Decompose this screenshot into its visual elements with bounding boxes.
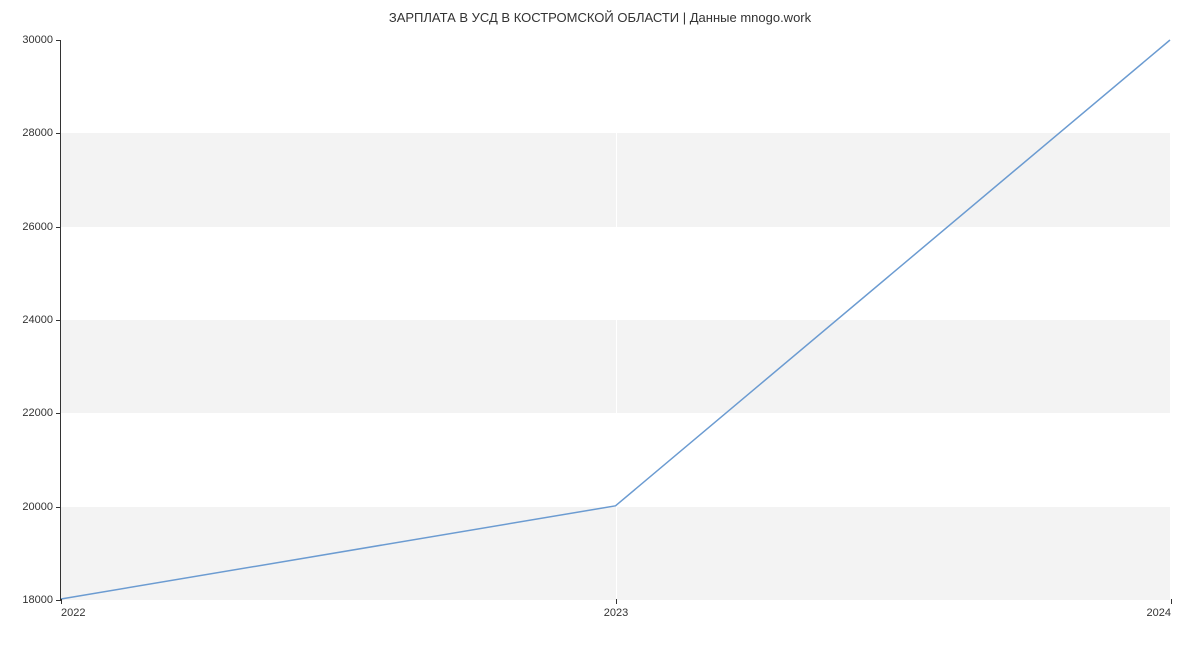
y-tick-label: 18000: [22, 594, 53, 606]
y-tick-mark: [56, 227, 61, 228]
x-tick-mark: [61, 599, 62, 604]
y-tick-mark: [56, 133, 61, 134]
y-tick-label: 24000: [22, 314, 53, 326]
gridline-vertical: [1171, 40, 1172, 599]
plot-area: 1800020000220002400026000280003000020222…: [60, 40, 1170, 600]
y-tick-label: 30000: [22, 34, 53, 46]
x-tick-mark: [616, 599, 617, 604]
y-tick-mark: [56, 320, 61, 321]
line-chart-svg: [61, 40, 1170, 599]
x-tick-label: 2024: [1147, 607, 1171, 619]
y-tick-mark: [56, 40, 61, 41]
x-tick-label: 2023: [604, 607, 628, 619]
y-tick-mark: [56, 507, 61, 508]
y-tick-label: 26000: [22, 221, 53, 233]
chart-title: ЗАРПЛАТА В УСД В КОСТРОМСКОЙ ОБЛАСТИ | Д…: [0, 10, 1200, 25]
y-tick-label: 28000: [22, 127, 53, 139]
y-tick-label: 22000: [22, 407, 53, 419]
x-tick-label: 2022: [61, 607, 85, 619]
x-tick-mark: [1171, 599, 1172, 604]
series-line-salary: [61, 40, 1170, 599]
y-tick-mark: [56, 413, 61, 414]
y-tick-label: 20000: [22, 501, 53, 513]
